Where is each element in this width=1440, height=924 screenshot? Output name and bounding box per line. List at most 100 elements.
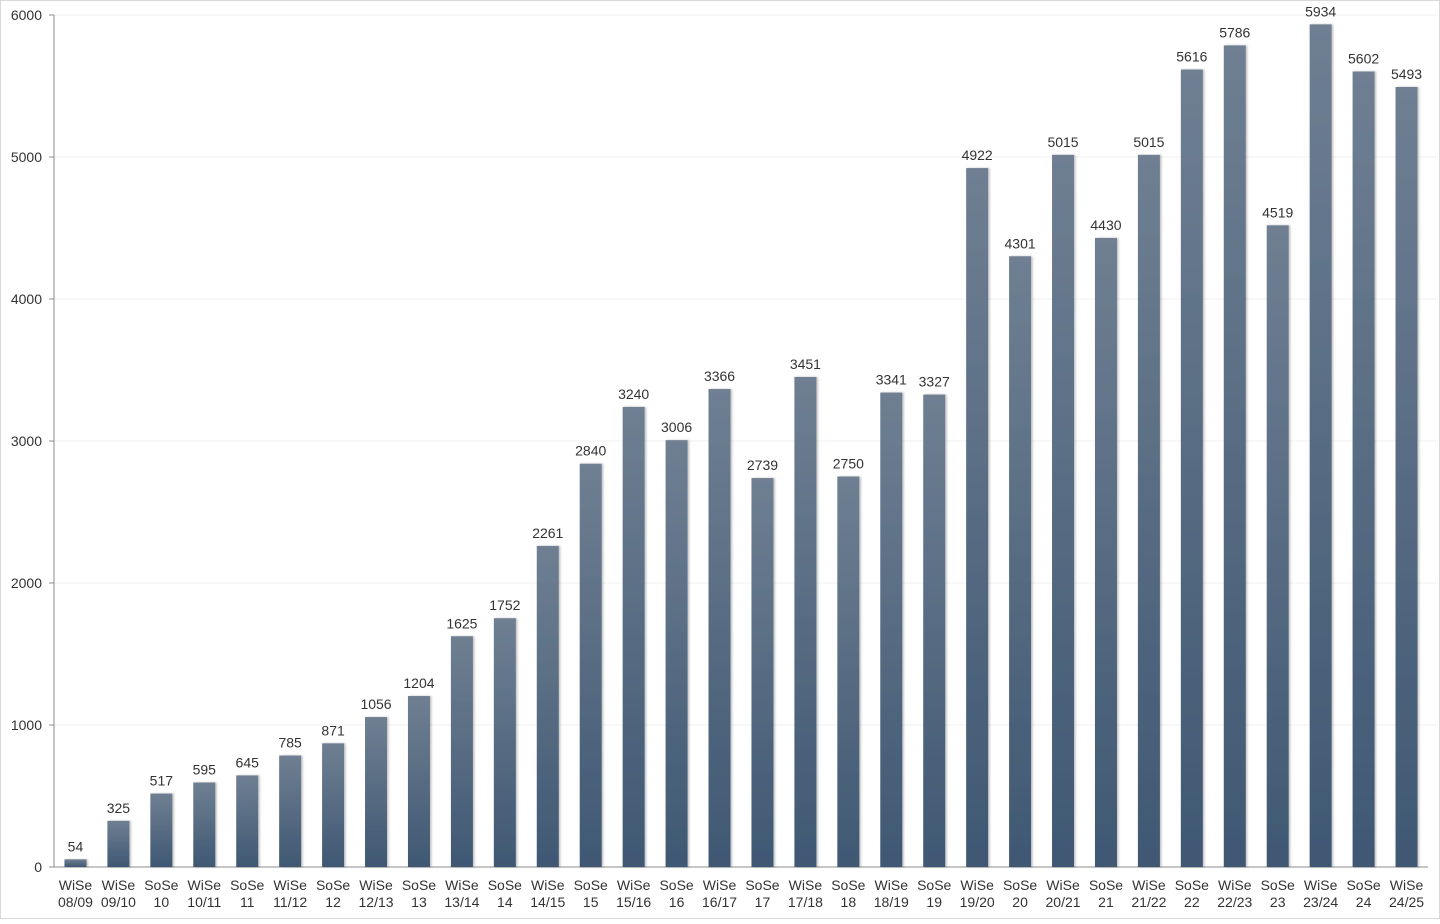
x-tick-label-term: WiSe — [1390, 877, 1424, 893]
x-tick-label-year: 11/12 — [273, 894, 307, 910]
x-tick-label-year: 15/16 — [616, 894, 651, 910]
data-label: 1625 — [446, 615, 477, 631]
x-tick-label-term: WiSe — [1304, 877, 1338, 893]
x-tick-label-term: WiSe — [960, 877, 994, 893]
x-tick-label: SoSe 20 — [1003, 877, 1037, 910]
x-tick-label-year: 17 — [755, 894, 771, 910]
y-tick-label: 5000 — [11, 149, 42, 165]
x-tick-label: SoSe 19 — [917, 877, 951, 910]
data-labels: 54 325 517 595 645 785 871 1056 1204 1625 1752 2261… — [68, 3, 1423, 854]
x-tick-label-term: WiSe — [703, 877, 737, 893]
data-label: 4430 — [1090, 217, 1121, 233]
x-tick-label: SoSe 16 — [659, 877, 693, 910]
x-tick-label-term: SoSe — [1089, 877, 1123, 893]
x-tick-label-term: SoSe — [316, 877, 350, 893]
x-tick-label-term: SoSe — [1175, 877, 1209, 893]
bar — [1180, 69, 1203, 867]
x-tick-label-year: 21 — [1098, 894, 1114, 910]
x-tick-label: WiSe 23/24 — [1303, 877, 1338, 910]
x-tick-label: SoSe 10 — [144, 877, 178, 910]
x-tick-label-term: SoSe — [144, 877, 178, 893]
x-tick-label-term: WiSe — [1046, 877, 1080, 893]
data-label: 517 — [150, 773, 174, 789]
bar — [64, 859, 87, 867]
bar — [751, 478, 774, 867]
data-label: 871 — [321, 722, 345, 738]
data-label: 3341 — [876, 372, 907, 388]
data-label: 4519 — [1262, 204, 1293, 220]
data-label: 3006 — [661, 419, 692, 435]
x-tick-label-term: SoSe — [1346, 877, 1380, 893]
x-tick-label: SoSe 18 — [831, 877, 865, 910]
data-label: 4301 — [1005, 235, 1036, 251]
x-tick-label: WiSe 22/23 — [1217, 877, 1252, 910]
x-tick-label-term: WiSe — [875, 877, 909, 893]
x-tick-label-term: SoSe — [1003, 877, 1037, 893]
bar — [365, 717, 388, 867]
bar — [579, 463, 602, 867]
x-tick-label: SoSe 12 — [316, 877, 350, 910]
x-tick-label-year: 11 — [240, 894, 255, 910]
bar — [1309, 24, 1332, 867]
x-tick-label: WiSe 18/19 — [874, 877, 909, 910]
x-tick-label: WiSe 21/22 — [1131, 877, 1166, 910]
bar — [665, 440, 688, 867]
y-tick-label: 2000 — [11, 575, 42, 591]
x-tick-label-term: SoSe — [831, 877, 865, 893]
x-tick-label-year: 10 — [154, 894, 170, 910]
x-tick-label-term: WiSe — [445, 877, 479, 893]
x-tick-label-year: 20/21 — [1046, 894, 1081, 910]
x-tick-label-term: SoSe — [402, 877, 436, 893]
x-tick-label: WiSe 11/12 — [273, 877, 307, 910]
x-tick-label-term: SoSe — [488, 877, 522, 893]
bar — [1094, 237, 1117, 867]
x-tick-label-year: 17/18 — [788, 894, 823, 910]
x-tick-label-year: 14 — [497, 894, 513, 910]
data-label: 325 — [107, 800, 131, 816]
data-label: 5616 — [1176, 49, 1207, 65]
bar — [279, 755, 302, 867]
x-tick-label: SoSe 17 — [745, 877, 779, 910]
bar — [407, 696, 430, 867]
x-tick-label-term: WiSe — [273, 877, 307, 893]
data-label: 785 — [278, 735, 302, 751]
x-tick-label: WiSe 19/20 — [960, 877, 995, 910]
data-label: 3327 — [919, 374, 950, 390]
data-label: 3451 — [790, 356, 821, 372]
x-tick-label-term: WiSe — [188, 877, 222, 893]
x-tick-label-term: WiSe — [1218, 877, 1252, 893]
x-tick-label: WiSe 17/18 — [788, 877, 823, 910]
x-tick-label-year: 20 — [1012, 894, 1028, 910]
x-tick-label: WiSe 16/17 — [702, 877, 737, 910]
data-label: 4922 — [962, 147, 993, 163]
data-label: 1204 — [403, 675, 434, 691]
x-tick-label-term: SoSe — [574, 877, 608, 893]
x-tick-label: WiSe 24/25 — [1389, 877, 1424, 910]
x-tick-label-year: 21/22 — [1131, 894, 1166, 910]
x-tick-label-term: WiSe — [102, 877, 136, 893]
data-label: 1752 — [489, 597, 520, 613]
bar — [1223, 45, 1246, 867]
x-tick-label-term: WiSe — [531, 877, 565, 893]
bar — [1052, 154, 1075, 867]
x-tick-label-year: 13/14 — [444, 894, 479, 910]
y-tick-label: 1000 — [11, 717, 42, 733]
data-label: 5786 — [1219, 24, 1250, 40]
x-tick-label-year: 08/09 — [58, 894, 93, 910]
bar — [1395, 86, 1418, 867]
data-label: 5934 — [1305, 3, 1336, 19]
data-label: 5015 — [1047, 134, 1078, 150]
x-tick-label: SoSe 21 — [1089, 877, 1123, 910]
y-tick-label: 3000 — [11, 433, 42, 449]
x-tick-label: SoSe 14 — [488, 877, 522, 910]
x-tick-label: SoSe 24 — [1346, 877, 1380, 910]
bar — [622, 406, 645, 867]
data-label: 5602 — [1348, 51, 1379, 67]
x-tick-label-year: 24/25 — [1389, 894, 1424, 910]
x-tick-label-term: SoSe — [659, 877, 693, 893]
gridlines — [54, 14, 1438, 726]
data-label: 5493 — [1391, 66, 1422, 82]
y-tick-label: 6000 — [11, 7, 42, 23]
